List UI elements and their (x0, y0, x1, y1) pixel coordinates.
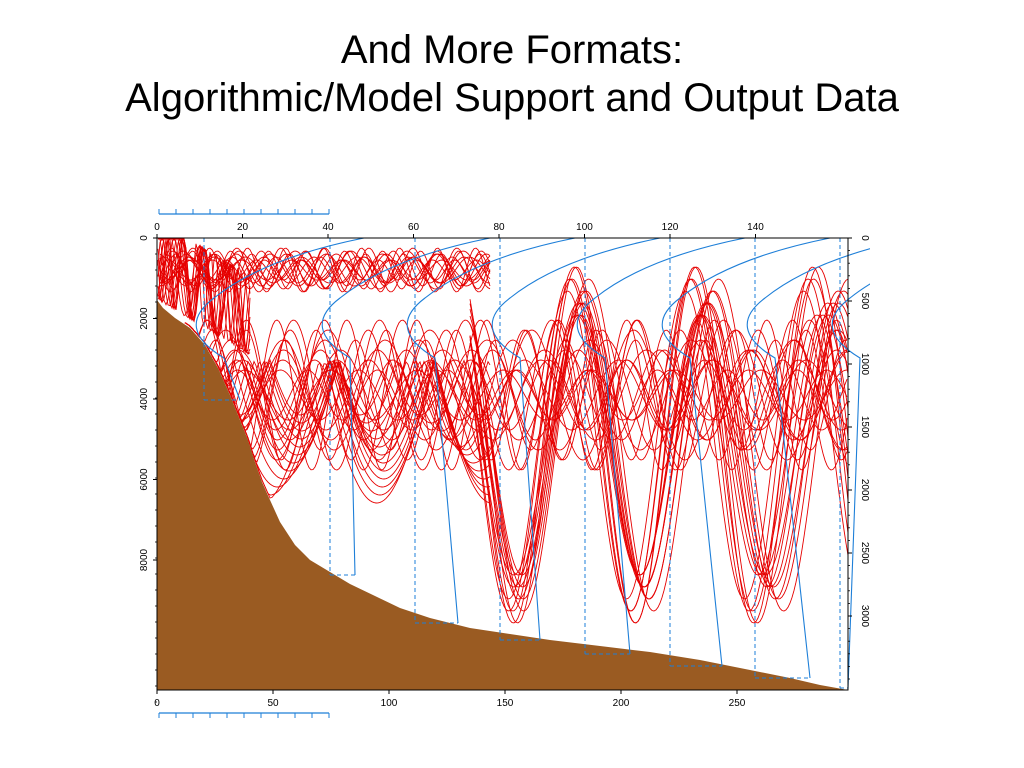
ray-path (469, 290, 849, 600)
ray-path (159, 259, 491, 281)
right-axis-tick-label: 0 (859, 235, 870, 241)
ray-path (469, 302, 849, 588)
bottom-axis-tick-label: 50 (267, 698, 279, 709)
sound-speed-profile (195, 237, 365, 401)
ray-path (209, 351, 491, 456)
ray-path (209, 351, 491, 472)
ray-path (184, 322, 848, 431)
sound-speed-profile (321, 237, 491, 576)
ray-path (469, 314, 849, 576)
left-axis-tick-label: 4000 (139, 387, 150, 410)
top-axis-tick-label: 20 (237, 222, 249, 233)
right-axis-tick-label: 500 (859, 293, 870, 310)
ray-path (159, 247, 491, 293)
top-axis-tick-label: 80 (493, 222, 505, 233)
right-axis-tick-label: 1000 (859, 353, 870, 376)
ray-path (184, 322, 848, 421)
sound-speed-profile (746, 248, 870, 679)
left-axis-tick-label: 6000 (139, 468, 150, 491)
ray-path (159, 247, 491, 293)
ray-path (157, 238, 251, 355)
right-axis-tick-label: 3000 (859, 605, 870, 628)
slide-title: And More Formats: Algorithmic/Model Supp… (0, 26, 1024, 122)
plot-frame (156, 237, 849, 691)
bottom-axis-tick-label: 100 (381, 698, 398, 709)
right-axis-tick-label: 1500 (859, 416, 870, 439)
top-axis-tick-label: 140 (747, 222, 764, 233)
bottom-axis-tick-label: 200 (613, 698, 630, 709)
ray-path (184, 322, 848, 421)
ray-path (184, 319, 848, 471)
seafloor-area (157, 300, 848, 690)
left-axis-tick-label: 0 (139, 235, 150, 241)
ray-path (159, 250, 491, 290)
top-axis-tick-label: 40 (322, 222, 334, 233)
left-axis-tick-label: 8000 (139, 548, 150, 571)
ray-path (184, 322, 848, 441)
sound-speed-profile (576, 237, 746, 655)
ray-path (209, 351, 491, 464)
ray-path (469, 278, 849, 612)
left-axis-tick-label: 2000 (139, 307, 150, 330)
slide-title-line-2: Algorithmic/Model Support and Output Dat… (125, 76, 899, 120)
ray-path (184, 322, 848, 431)
sound-speed-profile (491, 237, 661, 641)
ray-path (159, 253, 491, 287)
top-axis-tick-label: 100 (576, 222, 593, 233)
bottom-axis-tick-label: 250 (729, 698, 746, 709)
ray-path (469, 278, 849, 612)
ray-path (184, 322, 848, 431)
ray-path (184, 322, 848, 451)
right-axis-tick-label: 2000 (859, 479, 870, 502)
ray-path (469, 278, 849, 612)
ray-path (209, 351, 491, 504)
top-axis-tick-label: 0 (154, 222, 160, 233)
slide-title-line-1: And More Formats: (340, 28, 684, 72)
ray-trace-figure: 0 20 40 60 80 100 120 140 0 50 100 150 200 250 0 2000 40… (130, 200, 870, 720)
sound-speed-profile (661, 237, 831, 667)
top-axis-tick-label: 120 (662, 222, 679, 233)
top-axis-tick-label: 60 (408, 222, 420, 233)
sound-speed-profile (406, 237, 576, 624)
ray-path (184, 322, 848, 461)
ray-path (469, 314, 849, 576)
bottom-axis-tick-label: 150 (497, 698, 514, 709)
ray-path (159, 256, 491, 284)
ray-path (469, 290, 849, 600)
right-axis-tick-label: 2500 (859, 542, 870, 565)
sound-speed-profile (831, 283, 870, 689)
bottom-axis-tick-label: 0 (154, 698, 160, 709)
